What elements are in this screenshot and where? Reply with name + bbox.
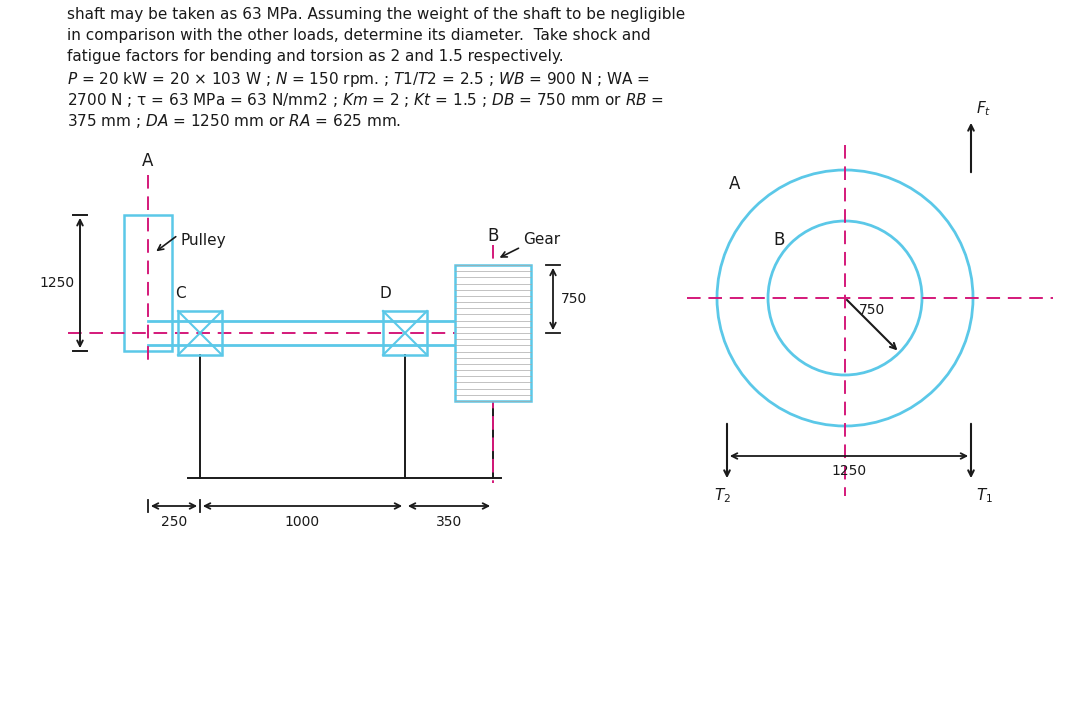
Text: shaft may be taken as 63 MPa. Assuming the weight of the shaft to be negligible: shaft may be taken as 63 MPa. Assuming t… [67,7,685,22]
Text: 375 mm ; $\mathit{DA}$ = 1250 mm or $\mathit{RA}$ = 625 mm.: 375 mm ; $\mathit{DA}$ = 1250 mm or $\ma… [67,112,401,130]
Text: 1000: 1000 [285,515,320,529]
Text: 750: 750 [560,292,588,306]
Text: in comparison with the other loads, determine its diameter.  Take shock and: in comparison with the other loads, dete… [67,28,650,43]
Text: 350: 350 [436,515,462,529]
Text: $P$ = 20 kW = 20 × 103 W ; $N$ = 150 rpm. ; $T1/T2$ = 2.5 ; $\mathit{WB}$ = 900 : $P$ = 20 kW = 20 × 103 W ; $N$ = 150 rpm… [67,70,650,89]
Text: 250: 250 [161,515,187,529]
Text: $T_2$: $T_2$ [713,486,730,505]
Bar [124,215,172,351]
Text: 1250: 1250 [831,464,867,478]
Text: fatigue factors for bending and torsion as 2 and 1.5 respectively.: fatigue factors for bending and torsion … [67,49,564,64]
Text: B: B [773,231,784,249]
Text: 2700 N ; τ = 63 MPa = 63 N/mm2 ; $\mathit{Km}$ = 2 ; $\mathit{Kt}$ = 1.5 ; $\mat: 2700 N ; τ = 63 MPa = 63 N/mm2 ; $\mathi… [67,91,664,109]
Text: A: A [143,152,154,170]
Text: B: B [487,227,499,245]
Text: $T_1$: $T_1$ [976,486,993,505]
Text: Gear: Gear [523,232,560,247]
Bar [456,265,531,401]
Text: 750: 750 [859,303,885,317]
Bar [179,311,222,355]
Text: D: D [379,286,391,301]
Text: Pulley: Pulley [180,233,226,248]
Text: A: A [729,175,740,193]
Text: $F_t$: $F_t$ [976,99,991,118]
Bar [383,311,427,355]
Text: C: C [174,286,185,301]
Text: 1250: 1250 [40,276,75,290]
